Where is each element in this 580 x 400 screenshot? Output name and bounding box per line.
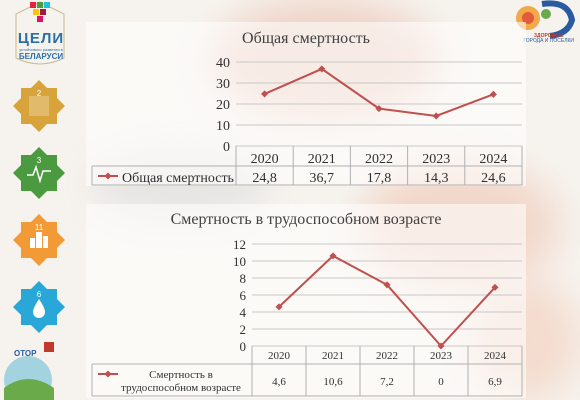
data-label: 36,7 bbox=[310, 171, 335, 186]
chart-title: Смертность в трудоспособном возрасте bbox=[170, 211, 442, 228]
data-label: 7,2 bbox=[380, 376, 394, 388]
sidebar: ЦЕЛИ устойчивого развития в БЕЛАРУСИ 2 3… bbox=[0, 0, 78, 400]
data-label: 14,3 bbox=[424, 171, 449, 186]
sdg-ornament-icon bbox=[13, 147, 65, 199]
data-point bbox=[489, 90, 497, 98]
data-point bbox=[275, 303, 283, 311]
x-tick-label: 2023 bbox=[422, 152, 450, 167]
y-tick-label: 40 bbox=[216, 56, 230, 71]
y-tick-label: 30 bbox=[216, 77, 230, 92]
y-tick-label: 20 bbox=[216, 98, 230, 113]
data-label: 24,6 bbox=[481, 171, 506, 186]
chart-total-mortality: 0 10 20 30 40 2020 24,8 2021 36,7 2022 17,8 2023 14,… bbox=[91, 56, 523, 186]
legend-key-marker bbox=[104, 172, 112, 180]
otor-label: ОТОР bbox=[14, 349, 37, 358]
y-tick-label: 12 bbox=[233, 237, 246, 252]
legend-label: трудоспособном возрасте bbox=[121, 382, 241, 394]
sdg-ornament-icon bbox=[13, 281, 65, 333]
x-tick-label: 2024 bbox=[479, 152, 507, 167]
y-tick-label: 4 bbox=[240, 305, 247, 320]
x-tick-label: 2020 bbox=[251, 152, 279, 167]
x-tick-label: 2022 bbox=[365, 152, 393, 167]
data-point bbox=[375, 105, 383, 113]
data-label: 6,9 bbox=[488, 376, 502, 388]
data-point bbox=[491, 283, 499, 291]
goals-logo-text: ЦЕЛИ устойчивого развития в БЕЛАРУСИ bbox=[6, 30, 76, 61]
goals-subtitle: устойчивого развития в bbox=[19, 47, 63, 52]
sdg-ornament-icon bbox=[13, 80, 65, 132]
goals-logo-icon bbox=[15, 1, 65, 65]
sdg-number: 3 bbox=[36, 156, 42, 165]
data-point bbox=[383, 281, 391, 289]
sdg-number: 6 bbox=[36, 290, 42, 299]
y-tick-label: 10 bbox=[216, 119, 230, 134]
y-tick-label: 2 bbox=[240, 322, 247, 337]
x-tick-label: 2021 bbox=[322, 350, 344, 362]
sdg-number: 2 bbox=[36, 89, 42, 98]
data-point bbox=[261, 90, 269, 98]
sdg-tile-3: 3 bbox=[13, 147, 65, 199]
data-label: 4,6 bbox=[272, 376, 286, 388]
data-label: 24,8 bbox=[252, 171, 277, 186]
data-point bbox=[432, 112, 440, 120]
y-tick-label: 8 bbox=[240, 271, 247, 286]
healthy-cities-text: ЗДОРОВЫЕ ГОРОДА И ПОСЕЛКИ bbox=[523, 34, 574, 44]
y-tick-label: 10 bbox=[233, 254, 246, 269]
healthy-subtitle: ГОРОДА И ПОСЕЛКИ bbox=[523, 38, 574, 44]
chart-working-age-mortality: 0 2 4 6 8 10 12 2020 4,6 2021 10,6 2022 7,2 2023 0 2024… bbox=[91, 237, 523, 397]
data-point bbox=[437, 342, 445, 350]
data-point bbox=[329, 252, 337, 260]
sdg-number: 11 bbox=[34, 223, 44, 232]
legend-label: Смертность в bbox=[149, 369, 213, 381]
legend-key-marker bbox=[104, 370, 112, 378]
data-label: 0 bbox=[438, 376, 444, 388]
data-label: 10,6 bbox=[323, 376, 343, 388]
x-tick-label: 2021 bbox=[308, 152, 336, 167]
data-label: 17,8 bbox=[367, 171, 392, 186]
otor-logo-icon bbox=[4, 342, 54, 400]
sdg-ornament-icon bbox=[13, 214, 65, 266]
y-tick-label: 6 bbox=[240, 288, 247, 303]
y-tick-label: 0 bbox=[223, 140, 230, 155]
sdg-tile-11: 11 bbox=[13, 214, 65, 266]
y-tick-label: 0 bbox=[240, 339, 247, 354]
healthy-title: ЗДОРОВЫЕ bbox=[533, 33, 564, 39]
goals-title: ЦЕЛИ bbox=[17, 30, 65, 47]
legend-label: Общая смертность bbox=[122, 171, 234, 186]
x-tick-label: 2023 bbox=[430, 350, 453, 362]
sdg-tile-6: 6 bbox=[13, 281, 65, 333]
series-line bbox=[278, 254, 496, 348]
goals-country: БЕЛАРУСИ bbox=[18, 52, 64, 61]
x-tick-label: 2020 bbox=[268, 350, 291, 362]
sdg-tile-2: 2 bbox=[13, 80, 65, 132]
x-tick-label: 2024 bbox=[484, 350, 507, 362]
x-tick-label: 2022 bbox=[376, 350, 398, 362]
chart-title: Общая смертность bbox=[242, 30, 370, 47]
